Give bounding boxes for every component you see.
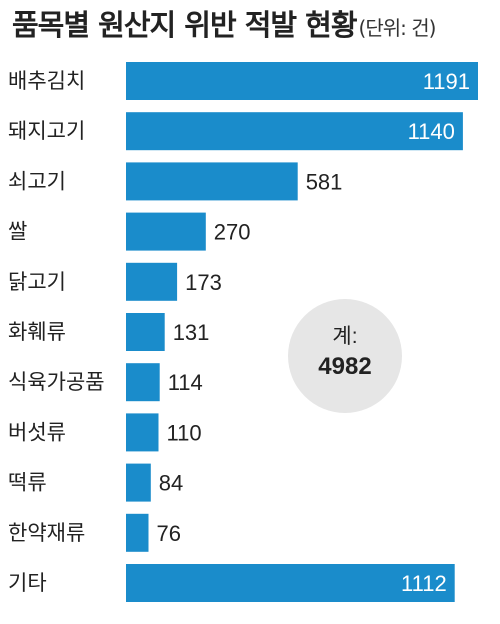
bar: [126, 463, 151, 502]
category-label: 한약재류: [8, 521, 85, 545]
total-label: 계:: [332, 325, 357, 348]
category-label: 떡류: [8, 471, 47, 495]
category-label: 화훼류: [8, 320, 66, 344]
category-label: 쇠고기: [8, 169, 66, 193]
bar: [126, 212, 206, 251]
bar: [126, 413, 159, 452]
total-value: 4982: [318, 353, 371, 380]
value-label: 1112: [401, 571, 447, 596]
total-badge: 계: 4982: [288, 299, 402, 413]
category-label: 기타: [8, 571, 47, 595]
value-label: 110: [167, 420, 202, 445]
bar: [126, 363, 160, 402]
total-circle: [288, 299, 402, 413]
bars-layer: 배추김치 1191 돼지고기 1140 쇠고기 581 쌀 270 닭고기 173 화훼류 131 식육…: [8, 62, 478, 602]
category-label: 버섯류: [8, 420, 66, 444]
chart-title: 품목별 원산지 위반 적발 현황: [12, 8, 358, 42]
bar: [126, 112, 463, 151]
category-label: 돼지고기: [8, 119, 85, 143]
value-label: 1140: [408, 119, 455, 144]
value-label: 270: [214, 220, 251, 245]
category-label: 식육가공품: [8, 370, 105, 394]
category-label: 배추김치: [8, 69, 85, 93]
value-label: 84: [159, 471, 183, 496]
category-label: 쌀: [8, 220, 27, 244]
bar: [126, 313, 165, 351]
bar: [126, 262, 178, 301]
bar: [126, 62, 478, 100]
category-label: 닭고기: [8, 270, 66, 294]
value-label: 131: [173, 320, 210, 345]
value-label: 76: [157, 521, 181, 546]
bar: [126, 564, 455, 602]
value-label: 1191: [423, 69, 470, 94]
bar: [126, 162, 298, 201]
chart-header: 품목별 원산지 위반 적발 현황 (단위: 건): [12, 2, 437, 44]
unit-label: (단위: 건): [358, 16, 437, 40]
value-label: 114: [168, 370, 203, 395]
bar: [126, 513, 149, 552]
value-label: 581: [306, 169, 343, 194]
value-label: 173: [185, 270, 222, 295]
